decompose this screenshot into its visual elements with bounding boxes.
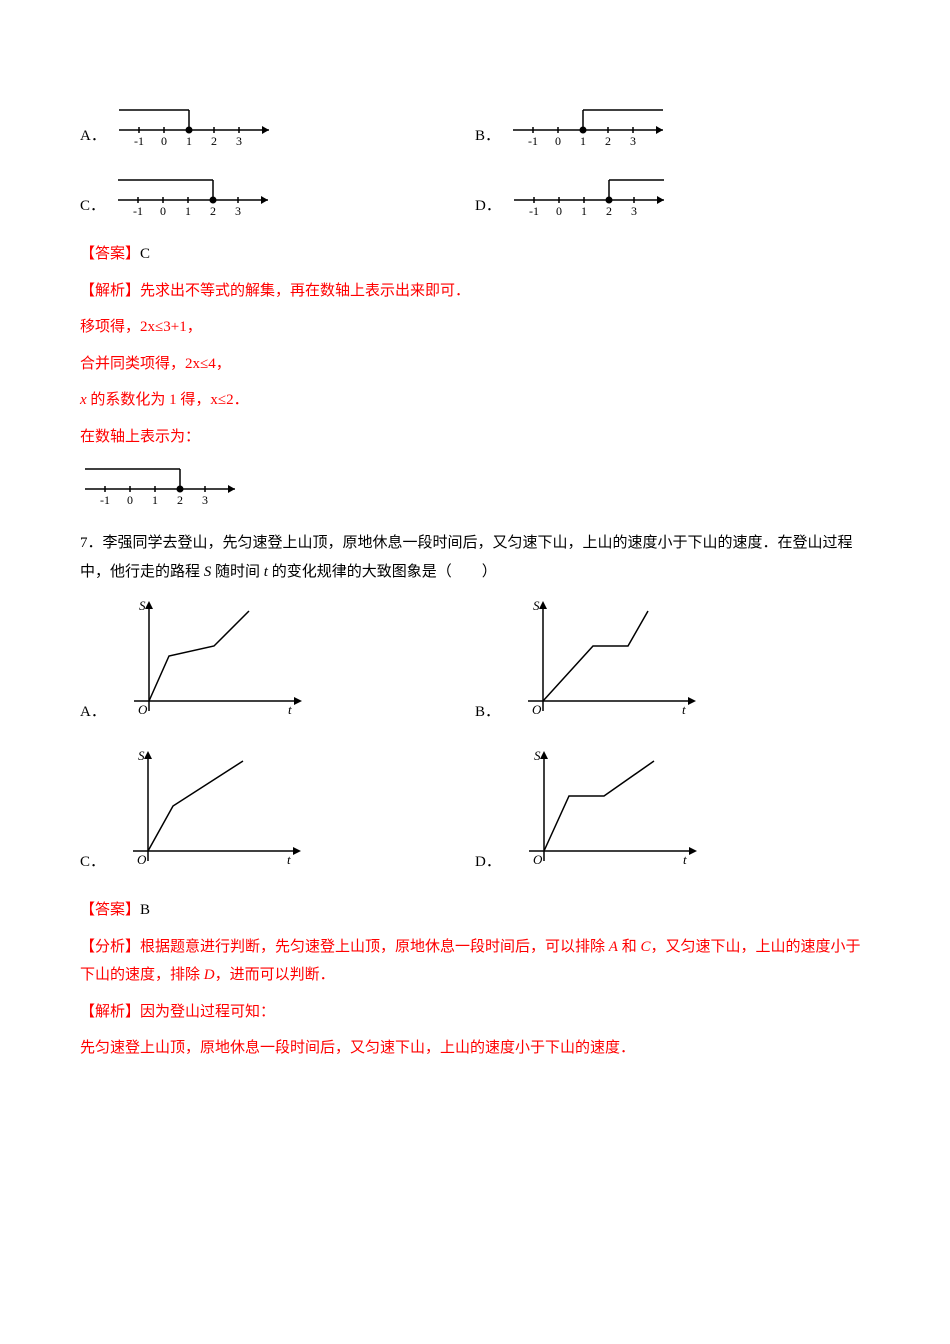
svg-text:S: S	[139, 598, 146, 613]
q6-explanation-line1: 【解析】先求出不等式的解集，再在数轴上表示出来即可．	[80, 277, 870, 306]
answer-label: 【答案】	[80, 246, 140, 262]
q7-stem: 7．李强同学去登山，先匀速登上山顶，原地休息一段时间后，又匀速下山，上山的速度小…	[80, 529, 870, 586]
q6-options-row-2: C． -1 0 1 2 3 D． -1	[80, 170, 870, 220]
svg-text:1: 1	[186, 134, 192, 148]
graph-c: O S t	[113, 746, 313, 876]
analysis-a: 根据题意进行判断，先匀速登上山顶，原地休息一段时间后，可以排除	[140, 939, 609, 955]
svg-text:2: 2	[606, 204, 612, 218]
svg-text:-1: -1	[133, 204, 143, 218]
q7-option-b: B． O S t	[475, 596, 870, 726]
svg-text:t: t	[683, 852, 687, 867]
svg-text:3: 3	[631, 204, 637, 218]
svg-text:t: t	[682, 702, 686, 717]
svg-text:1: 1	[580, 134, 586, 148]
graph-a: O S t	[114, 596, 314, 726]
analysis-b: A	[609, 939, 618, 955]
q6-option-c: C． -1 0 1 2 3	[80, 170, 475, 220]
svg-text:0: 0	[160, 204, 166, 218]
option-label-c: C．	[80, 848, 105, 877]
option-label-d: D．	[475, 192, 501, 221]
analysis-label: 【分析】	[80, 939, 140, 955]
option-label-a: A．	[80, 122, 106, 151]
svg-text:3: 3	[202, 493, 208, 507]
q7-option-c: C． O S t	[80, 746, 475, 876]
q6-option-a: A． -1 0 1 2 3	[80, 100, 475, 150]
q6-step4: 在数轴上表示为：	[80, 423, 870, 452]
svg-text:S: S	[534, 748, 541, 763]
q6-step1: 移项得，2x≤3+1，	[80, 313, 870, 342]
graph-b: O S t	[508, 596, 708, 726]
q6-step3: x 的系数化为 1 得，x≤2．	[80, 386, 870, 415]
q7-explanation-2: 先匀速登上山顶，原地休息一段时间后，又匀速下山，上山的速度小于下山的速度．	[80, 1034, 870, 1063]
svg-text:O: O	[138, 702, 148, 717]
q6-solution-diagram: -1 0 1 2 3	[80, 459, 870, 509]
svg-text:2: 2	[177, 493, 183, 507]
q6-options-row-1: A． -1 0 1 2 3 B． -1	[80, 100, 870, 150]
svg-text:0: 0	[127, 493, 133, 507]
svg-text:2: 2	[211, 134, 217, 148]
svg-text:0: 0	[161, 134, 167, 148]
svg-text:t: t	[288, 702, 292, 717]
expl-label: 【解析】	[80, 283, 140, 299]
svg-text:3: 3	[630, 134, 636, 148]
svg-text:3: 3	[236, 134, 242, 148]
q6-option-d: D． -1 0 1 2 3	[475, 170, 870, 220]
svg-text:-1: -1	[528, 134, 538, 148]
svg-text:O: O	[532, 702, 542, 717]
analysis-g: ，进而可以判断．	[215, 967, 335, 983]
analysis-d: C	[640, 939, 650, 955]
option-label-b: B．	[475, 698, 500, 727]
svg-text:O: O	[533, 852, 543, 867]
svg-text:0: 0	[555, 134, 561, 148]
svg-text:2: 2	[210, 204, 216, 218]
q7-options-row-2: C． O S t D． O S t	[80, 746, 870, 876]
svg-text:-1: -1	[529, 204, 539, 218]
option-label-b: B．	[475, 122, 500, 151]
numberline-diagram-b: -1 0 1 2 3	[508, 100, 678, 150]
svg-text:O: O	[137, 852, 147, 867]
q7-num: 7．	[80, 535, 103, 551]
q7-answer: 【答案】B	[80, 896, 870, 925]
svg-text:-1: -1	[100, 493, 110, 507]
q7-option-d: D． O S t	[475, 746, 870, 876]
svg-text:-1: -1	[134, 134, 144, 148]
step3-text: 的系数化为 1 得，x≤2．	[87, 392, 249, 408]
numberline-diagram-a: -1 0 1 2 3	[114, 100, 284, 150]
svg-text:1: 1	[581, 204, 587, 218]
analysis-c: 和	[618, 939, 641, 955]
answer-value: B	[140, 902, 150, 918]
step3-var: x	[80, 392, 87, 408]
graph-d: O S t	[509, 746, 709, 876]
svg-text:1: 1	[152, 493, 158, 507]
answer-value: C	[140, 246, 150, 262]
q7-text-c: 随时间	[211, 564, 264, 580]
svg-text:S: S	[138, 748, 145, 763]
expl-label: 【解析】	[80, 1004, 140, 1020]
svg-text:t: t	[287, 852, 291, 867]
q7-text-e: 的变化规律的大致图象是（ ）	[268, 564, 497, 580]
analysis-f: D	[204, 967, 215, 983]
q7-options-row-1: A． O S t B． O S t	[80, 596, 870, 726]
svg-text:2: 2	[605, 134, 611, 148]
q6-step2: 合并同类项得，2x≤4，	[80, 350, 870, 379]
svg-text:1: 1	[185, 204, 191, 218]
q6-answer: 【答案】C	[80, 240, 870, 269]
svg-text:0: 0	[556, 204, 562, 218]
svg-text:S: S	[533, 598, 540, 613]
numberline-diagram-d: -1 0 1 2 3	[509, 170, 679, 220]
expl-text: 因为登山过程可知：	[140, 1004, 275, 1020]
q7-analysis: 【分析】根据题意进行判断，先匀速登上山顶，原地休息一段时间后，可以排除 A 和 …	[80, 933, 870, 990]
svg-text:3: 3	[235, 204, 241, 218]
q7-option-a: A． O S t	[80, 596, 475, 726]
expl-text: 先求出不等式的解集，再在数轴上表示出来即可．	[140, 283, 470, 299]
q7-explanation: 【解析】因为登山过程可知：	[80, 998, 870, 1027]
option-label-a: A．	[80, 698, 106, 727]
option-label-d: D．	[475, 848, 501, 877]
numberline-diagram-solution: -1 0 1 2 3	[80, 459, 250, 509]
answer-label: 【答案】	[80, 902, 140, 918]
q6-option-b: B． -1 0 1 2 3	[475, 100, 870, 150]
numberline-diagram-c: -1 0 1 2 3	[113, 170, 283, 220]
option-label-c: C．	[80, 192, 105, 221]
